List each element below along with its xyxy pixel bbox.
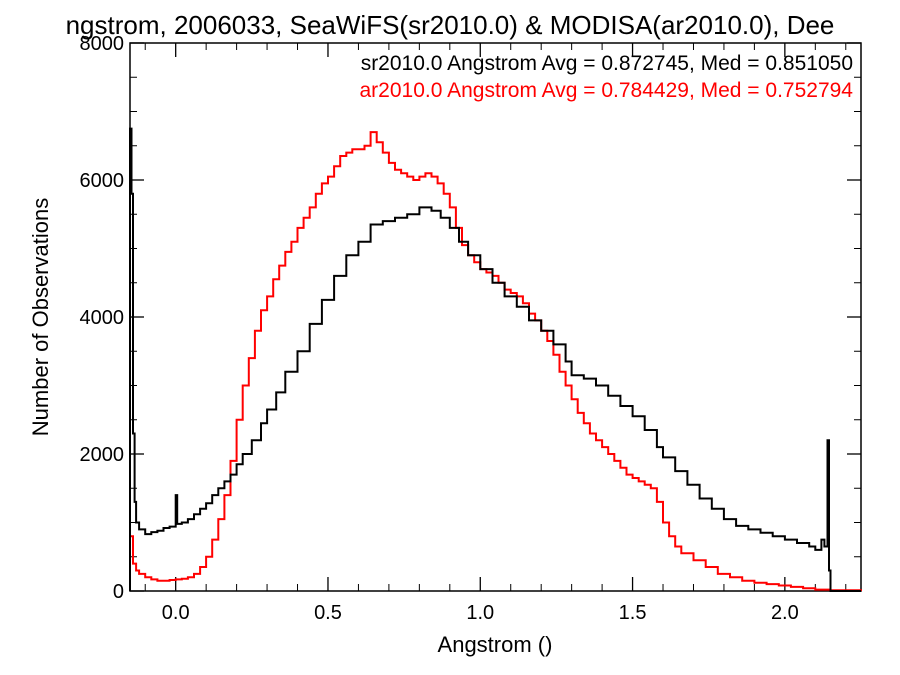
- x-axis-label: Angstrom (): [438, 632, 553, 657]
- y-tick-label: 8000: [80, 33, 125, 55]
- x-axis-ticks: 0.0 0.5 1.0 1.5 2.0: [144, 43, 847, 624]
- legend-red-stats: ar2010.0 Angstrom Avg = 0.784429, Med = …: [360, 79, 854, 102]
- x-tick-label: 2.0: [771, 602, 799, 624]
- plot-frame: [129, 42, 862, 592]
- y-tick-label: 6000: [80, 170, 125, 192]
- x-tick-label: 1.0: [466, 602, 494, 624]
- y-tick-label: 2000: [80, 444, 125, 466]
- y-tick-label: 0: [113, 581, 124, 603]
- y-axis-ticks: 0 2000 4000 6000 8000: [80, 33, 861, 603]
- y-tick-label: 4000: [80, 307, 125, 329]
- series-line-0: [129, 127, 861, 592]
- x-tick-label: 0.5: [314, 602, 342, 624]
- x-tick-label: 0.0: [162, 602, 190, 624]
- chart-title: ngstrom, 2006033, SeaWiFS(sr2010.0) & MO…: [66, 10, 835, 40]
- y-axis-label: Number of Observations: [28, 198, 53, 436]
- legend-black-stats: sr2010.0 Angstrom Avg = 0.872745, Med = …: [361, 52, 853, 75]
- series-layer: [129, 127, 862, 592]
- series-line-1: [129, 131, 862, 592]
- x-tick-label: 1.5: [619, 602, 647, 624]
